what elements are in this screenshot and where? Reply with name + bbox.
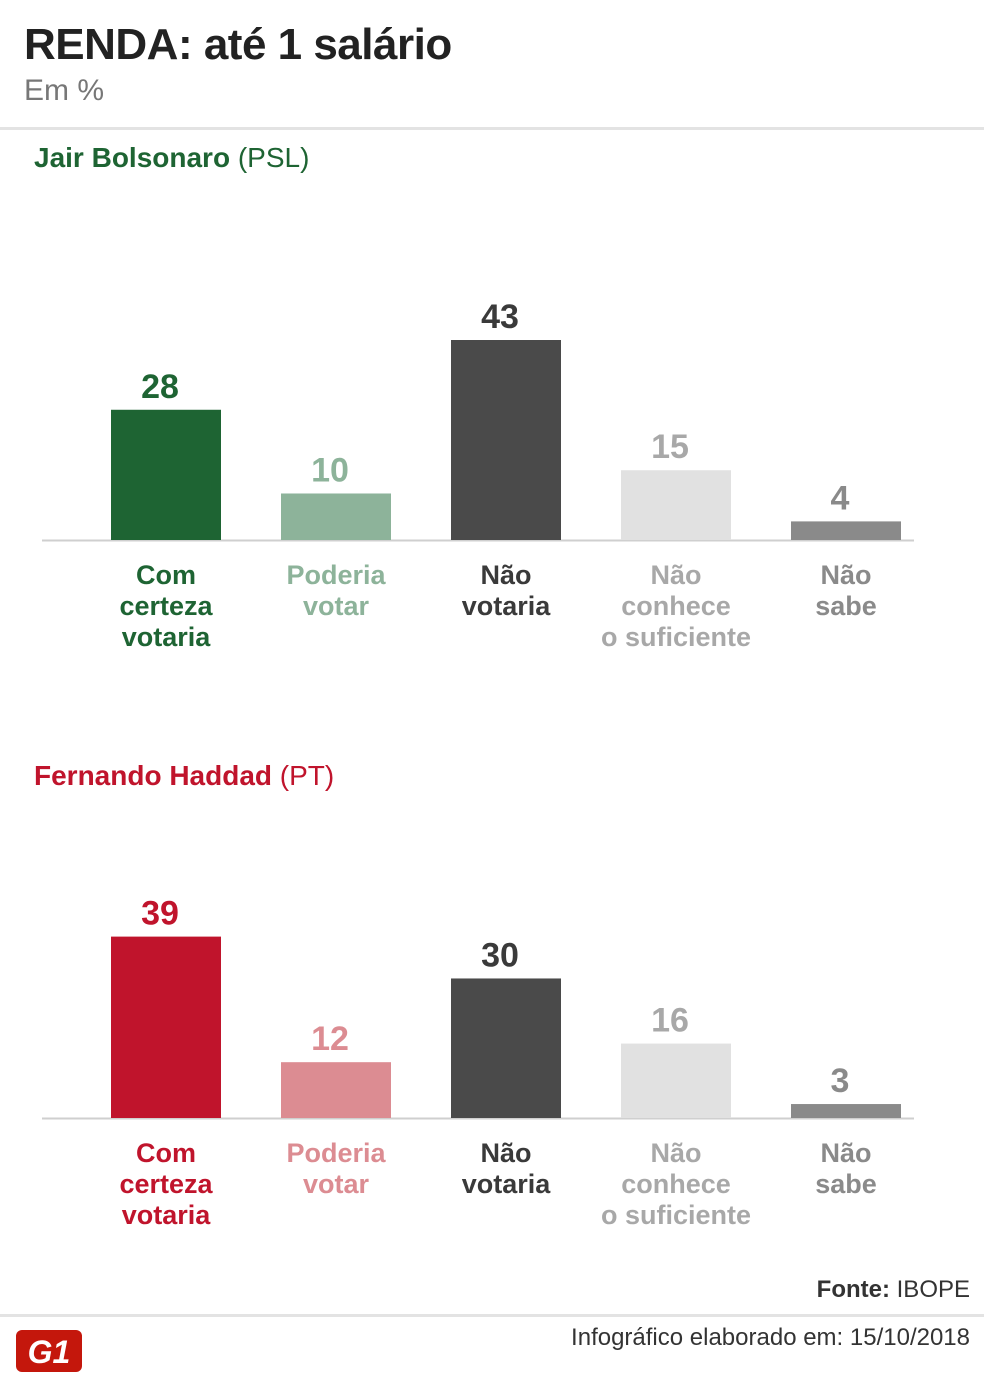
candidate-heading-haddad: Fernando Haddad (PT) [34,760,334,792]
page-title: RENDA: até 1 salário [24,20,452,69]
category-label-line: votaria [462,591,552,621]
category-label-line: Não [650,1138,701,1168]
category-label-1: Com certeza votaria [119,1138,213,1230]
bottom-divider [0,1314,984,1317]
category-label-3: Não votaria [462,1138,552,1199]
category-label-line: votaria [122,622,212,652]
g1-logo-background [16,1330,82,1372]
category-label-5: Não sabe [815,560,877,621]
candidate-party: (PSL) [237,142,310,173]
footer-credit: Infográfico elaborado em: 15/10/2018 [571,1324,970,1351]
source-value: IBOPE [896,1276,970,1303]
category-label-line: Com [136,1138,196,1168]
bar-4 [621,1043,731,1118]
category-label-line: Não [480,560,531,590]
category-label-line: o suficiente [601,1200,751,1230]
g1-logo: G1 [16,1330,82,1372]
data-label-4: 16 [651,1002,689,1040]
category-label-line: Com [136,560,196,590]
g1-logo-text: G1 [28,1334,71,1370]
candidate-name: Jair Bolsonaro [34,142,231,173]
category-label-2: Poderia votar [286,560,386,621]
candidate-party: (PT) [279,760,335,791]
candidate-heading-bolsonaro: Jair Bolsonaro (PSL) [34,142,309,174]
bar-3 [451,340,561,540]
category-label-line: Não [650,560,701,590]
data-label-2: 12 [311,1020,349,1058]
category-label-line: o suficiente [601,622,751,652]
bar-1 [111,409,221,540]
category-label-2: Poderia votar [286,1138,386,1199]
category-label-line: conhece [621,591,731,621]
category-label-line: sabe [815,1169,877,1199]
data-label-3: 30 [481,936,519,974]
source-note: Fonte: IBOPE [817,1276,970,1304]
category-label-line: votar [303,1169,370,1199]
bar-1 [111,936,221,1118]
data-label-1: 39 [141,895,179,933]
category-label-line: Não [480,1138,531,1168]
data-label-3: 43 [481,298,519,336]
category-label-line: conhece [621,1169,731,1199]
category-label-line: votaria [122,1200,212,1230]
data-label-4: 15 [651,428,689,466]
data-label-2: 10 [311,451,349,489]
source-label: Fonte: [816,1276,890,1303]
category-label-3: Não votaria [462,560,552,621]
page-subtitle: Em % [24,74,105,107]
category-label-line: votar [303,591,370,621]
bar-4 [621,470,731,540]
bar-2 [281,1062,391,1118]
category-label-line: Poderia [286,1138,386,1168]
category-label-4: Não conhece o suficiente [601,1138,751,1230]
category-label-line: Poderia [286,560,386,590]
category-label-line: Não [820,560,871,590]
bar-5 [791,1104,901,1118]
category-label-line: sabe [815,591,877,621]
category-label-4: Não conhece o suficiente [601,560,751,652]
category-label-line: Não [820,1138,871,1168]
candidate-name: Fernando Haddad [34,760,273,791]
category-label-1: Com certeza votaria [119,560,213,652]
bar-5 [791,521,901,540]
category-label-line: certeza [119,1169,213,1199]
top-divider [0,127,984,130]
data-label-1: 28 [141,368,179,406]
data-label-5: 4 [831,479,850,517]
category-label-5: Não sabe [815,1138,877,1199]
bar-3 [451,978,561,1118]
category-label-line: votaria [462,1169,552,1199]
data-label-5: 3 [831,1062,850,1100]
bar-2 [281,493,391,540]
category-label-line: certeza [119,591,213,621]
